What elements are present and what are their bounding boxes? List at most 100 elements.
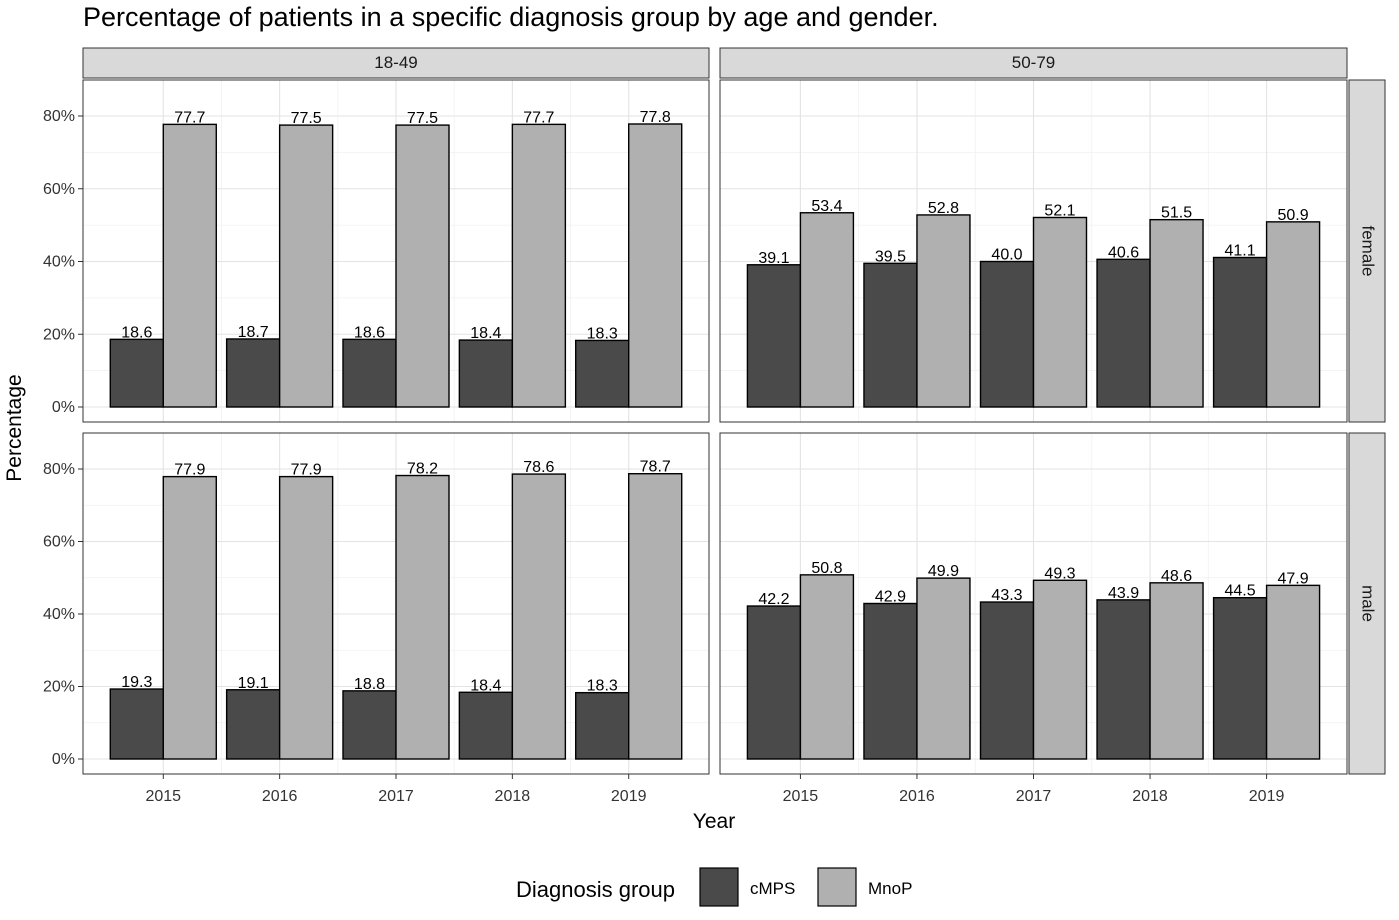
y-axis-title: Percentage	[3, 374, 26, 481]
bar-MnoP-2015	[799, 212, 855, 408]
y-tick-label: 0%	[52, 399, 75, 416]
bar-MnoP-2016	[916, 577, 971, 760]
facet-panels: 18-49 50-79 female male 18.6 18.7 18.6 18.4 18.3…	[43, 47, 1386, 805]
data-label: 52.1	[1044, 202, 1075, 219]
data-label: 39.5	[875, 248, 906, 265]
bar-MnoP-2019	[628, 123, 683, 408]
data-label: 40.0	[991, 247, 1022, 264]
panel-18-49-female: 18.6 18.7 18.6 18.4 18.3 77.7 77.5 77.5 77.7 77.8…	[43, 79, 710, 423]
bar-cMPS-2017	[979, 601, 1035, 760]
x-axis-title: Year	[693, 810, 735, 833]
bar-cMPS-2015	[109, 338, 164, 408]
bar-MnoP-2019	[1265, 584, 1321, 760]
bar-cMPS-2018	[458, 339, 514, 408]
x-tick-label: 2015	[783, 788, 819, 805]
bar-cMPS-2019	[575, 691, 630, 760]
bar-MnoP-2019	[1265, 221, 1321, 408]
row-strip-label: female	[1359, 225, 1378, 276]
bar-MnoP-2018	[511, 473, 567, 760]
bar-MnoP-2015	[162, 123, 217, 408]
data-label: 77.7	[523, 109, 554, 126]
data-label: 18.3	[587, 325, 618, 342]
y-tick-label: 60%	[43, 534, 75, 551]
bar-MnoP-2018	[1149, 582, 1204, 760]
data-label: 18.6	[354, 324, 385, 341]
legend-key-MnoP	[817, 867, 857, 907]
y-tick-label: 20%	[43, 326, 75, 343]
data-label: 18.6	[121, 324, 152, 341]
y-tick-label: 20%	[43, 679, 75, 696]
bar-MnoP-2017	[1032, 579, 1088, 760]
bar-MnoP-2017	[1032, 216, 1088, 408]
bar-MnoP-2018	[1149, 218, 1204, 408]
bar-MnoP-2019	[628, 473, 683, 760]
panel-50-79-female: 39.1 39.5 40.0 40.6 41.1 53.4 52.8 52.1 51.5 50.9	[719, 79, 1348, 423]
data-label: 50.8	[811, 560, 842, 577]
data-label: 42.9	[875, 588, 906, 605]
bar-cMPS-2017	[342, 690, 397, 760]
data-label: 43.9	[1108, 585, 1139, 602]
data-label: 53.4	[811, 198, 842, 215]
data-label: 77.9	[291, 462, 322, 479]
bar-MnoP-2016	[916, 214, 971, 408]
data-label: 18.3	[587, 678, 618, 695]
bar-cMPS-2018	[1096, 599, 1151, 760]
x-tick-label: 2016	[899, 788, 935, 805]
x-tick-label: 2017	[1016, 788, 1052, 805]
bar-cMPS-2018	[458, 691, 514, 760]
data-label: 48.6	[1161, 568, 1192, 585]
data-label: 50.9	[1278, 207, 1309, 224]
bar-MnoP-2016	[278, 475, 334, 760]
data-label: 77.5	[407, 110, 438, 127]
legend-title: Diagnosis group	[516, 877, 675, 902]
bar-MnoP-2017	[395, 124, 450, 408]
y-tick-label: 60%	[43, 181, 75, 198]
row-strip-label: male	[1359, 585, 1378, 622]
data-label: 77.5	[291, 110, 322, 127]
legend-key-cMPS	[699, 867, 739, 907]
x-tick-label: 2015	[145, 788, 181, 805]
bar-cMPS-2016	[863, 262, 918, 408]
data-label: 77.7	[174, 109, 205, 126]
panel-border	[82, 79, 710, 423]
data-label: 18.4	[470, 325, 501, 342]
bar-cMPS-2015	[746, 264, 802, 408]
bar-cMPS-2019	[1212, 596, 1268, 760]
data-label: 78.7	[640, 459, 671, 476]
data-label: 39.1	[758, 250, 789, 267]
panel-50-79-male: 42.2 42.9 43.3 43.9 44.5 50.8 49.9 49.3 48.6 47.9…	[719, 432, 1348, 805]
bar-cMPS-2016	[863, 602, 918, 760]
y-tick-label: 40%	[43, 606, 75, 623]
data-label: 49.9	[928, 563, 959, 580]
data-label: 77.9	[174, 462, 205, 479]
data-label: 47.9	[1278, 570, 1309, 587]
bar-cMPS-2016	[225, 338, 281, 408]
legend-items: cMPS MnoP	[699, 867, 912, 907]
row-strip-female	[1348, 79, 1386, 423]
column-strip-50-79	[719, 47, 1348, 79]
bar-cMPS-2018	[1096, 258, 1151, 408]
x-tick-label: 2018	[495, 788, 531, 805]
legend-label-cMPS: cMPS	[750, 879, 795, 898]
column-strip-label: 50-79	[1012, 53, 1055, 72]
bar-cMPS-2017	[979, 260, 1035, 408]
data-label: 40.6	[1108, 244, 1139, 261]
bar-MnoP-2015	[162, 475, 217, 760]
y-tick-label: 0%	[52, 751, 75, 768]
data-label: 78.2	[407, 461, 438, 478]
bar-cMPS-2017	[342, 338, 397, 408]
data-label: 19.1	[238, 675, 269, 692]
bar-cMPS-2019	[1212, 256, 1268, 408]
data-label: 52.8	[928, 200, 959, 217]
bar-MnoP-2017	[395, 474, 450, 760]
row-strip-male	[1348, 432, 1386, 775]
column-strip-label: 18-49	[374, 53, 417, 72]
bar-MnoP-2016	[278, 124, 334, 408]
y-tick-label: 80%	[43, 108, 75, 125]
data-label: 42.2	[758, 591, 789, 608]
x-tick-label: 2016	[262, 788, 298, 805]
bar-MnoP-2015	[799, 574, 855, 760]
legend-label-MnoP: MnoP	[868, 879, 912, 898]
